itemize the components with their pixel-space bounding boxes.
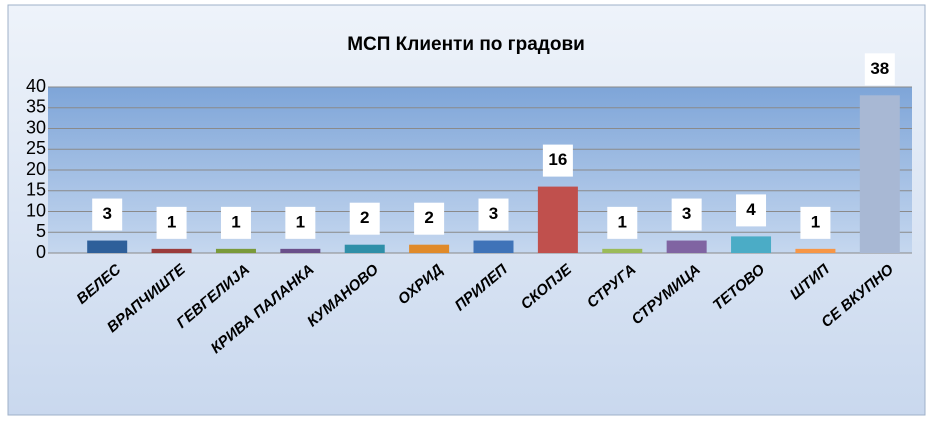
bar [409,244,450,253]
bar [215,248,256,253]
data-label-box [156,206,187,239]
y-tick-label: 20 [26,159,46,179]
data-label-box [285,206,316,239]
data-label-box [478,198,509,231]
bar [537,186,578,253]
data-label-box [864,53,895,86]
bar [473,240,514,253]
data-label: 38 [870,59,889,78]
chart-title: МСП Клиенти по градови [347,34,585,55]
data-label-box [92,198,123,231]
data-label-box [736,194,767,227]
bar [859,95,900,253]
y-tick-label: 35 [26,97,46,117]
bar [666,240,707,253]
y-tick-label: 5 [36,221,46,241]
data-label: 1 [618,212,627,231]
data-label-box [220,206,251,239]
data-label-box [349,202,380,235]
y-tick-label: 40 [26,76,46,96]
bar [151,248,192,253]
bar [795,248,836,253]
data-label: 2 [424,208,433,227]
y-tick-label: 10 [26,200,46,220]
data-label-box [671,198,702,231]
data-label: 1 [811,212,820,231]
y-tick-label: 0 [36,242,46,262]
y-tick-label: 25 [26,138,46,158]
data-label: 4 [746,200,756,219]
bar [344,244,385,253]
bar [87,240,128,253]
data-label: 2 [360,208,369,227]
data-label: 16 [548,150,567,169]
data-label: 3 [102,204,111,223]
data-label-box [542,144,573,177]
y-tick-label: 30 [26,117,46,137]
bar [731,236,772,253]
data-label: 1 [167,212,176,231]
data-label: 3 [682,204,691,223]
data-label-box [800,206,831,239]
bar [280,248,321,253]
y-tick-label: 15 [26,180,46,200]
data-label-box [607,206,638,239]
data-label: 3 [489,204,498,223]
data-label-box [414,202,445,235]
data-label: 1 [296,212,305,231]
bar [602,248,643,253]
data-label: 1 [231,212,240,231]
